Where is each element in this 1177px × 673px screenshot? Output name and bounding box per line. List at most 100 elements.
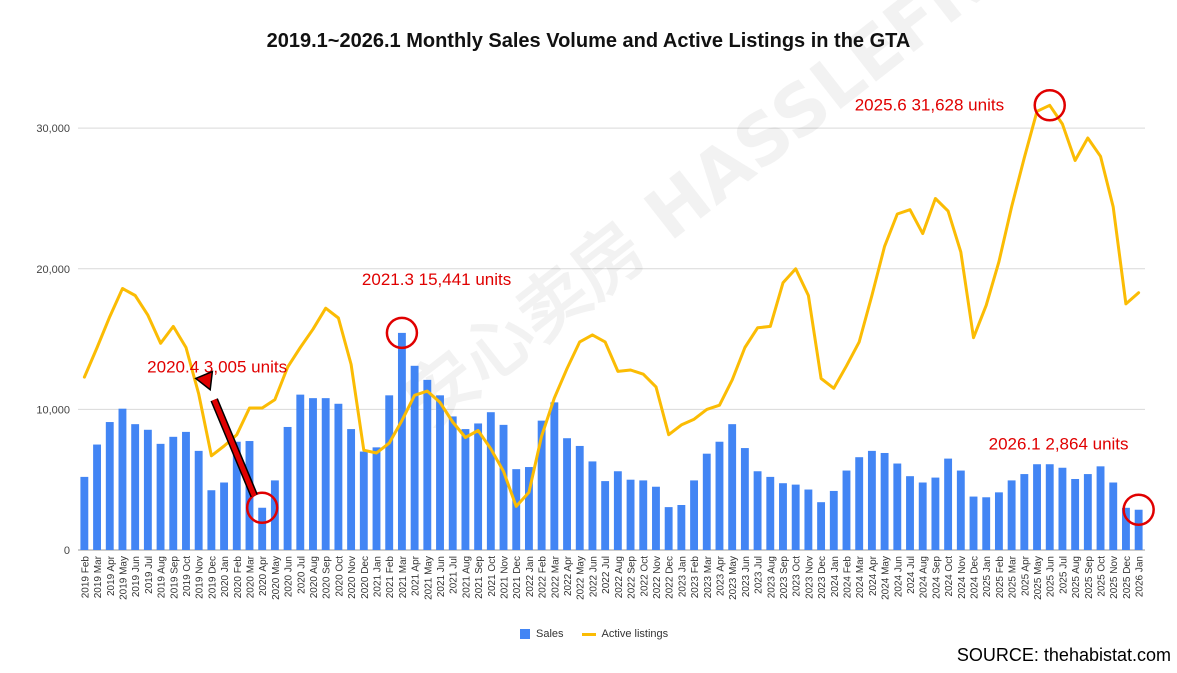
bar-sales xyxy=(220,482,229,550)
x-tick-label: 2020 Nov xyxy=(347,556,358,599)
x-tick-label: 2025 Aug xyxy=(1071,556,1082,598)
legend-item-sales: Sales xyxy=(520,628,564,640)
x-tick-label: 2025 Dec xyxy=(1122,556,1133,599)
legend-swatch-sales xyxy=(520,629,530,639)
x-tick-label: 2024 Sep xyxy=(931,556,942,599)
x-tick-label: 2025 Jan xyxy=(982,556,993,597)
bar-sales xyxy=(575,445,584,550)
bar-sales xyxy=(296,394,305,550)
bar-sales xyxy=(664,507,673,550)
x-tick-label: 2021 Jan xyxy=(373,556,384,597)
bar-sales xyxy=(1109,482,1118,550)
bar-sales xyxy=(321,398,330,550)
x-tick-label: 2022 Mar xyxy=(550,555,561,598)
x-tick-label: 2021 Apr xyxy=(411,555,422,596)
x-tick-label: 2021 Oct xyxy=(487,556,498,597)
bar-sales xyxy=(169,436,178,550)
annotation-arrow-head xyxy=(194,370,214,392)
annotation-label: 2025.6 31,628 units xyxy=(855,95,1004,114)
x-tick-label: 2024 Mar xyxy=(855,555,866,598)
bar-sales xyxy=(232,441,241,550)
x-tick-label: 2023 Aug xyxy=(766,556,777,598)
x-tick-label: 2022 Apr xyxy=(563,555,574,596)
x-tick-label: 2024 Jul xyxy=(906,556,917,594)
bar-sales xyxy=(766,476,775,550)
chart-legend: Sales Active listings xyxy=(520,628,668,640)
x-tick-label: 2024 Jun xyxy=(893,556,904,597)
bar-sales xyxy=(550,402,559,550)
x-tick-label: 2019 Sep xyxy=(169,556,180,599)
x-tick-label: 2023 Apr xyxy=(715,555,726,596)
x-tick-label: 2020 Apr xyxy=(258,555,269,596)
annotation-circle xyxy=(1122,493,1155,526)
x-tick-label: 2021 Feb xyxy=(385,556,396,599)
bar-sales xyxy=(563,438,571,550)
x-tick-label: 2025 May xyxy=(1033,556,1044,600)
bar-sales xyxy=(677,505,686,550)
watermark: 安心卖房 HASSLEFREE HOMESOLD xyxy=(390,0,1177,443)
bar-sales xyxy=(804,489,813,550)
bar-sales xyxy=(1045,464,1054,550)
bar-sales xyxy=(372,447,381,550)
x-tick-label: 2025 Sep xyxy=(1084,556,1095,599)
bar-sales xyxy=(715,441,724,550)
bar-sales xyxy=(524,467,533,550)
bar-sales xyxy=(753,471,762,550)
bar-sales xyxy=(436,395,444,550)
x-tick-label: 2024 Nov xyxy=(957,556,968,599)
legend-item-active-listings: Active listings xyxy=(581,628,669,640)
x-tick-label: 2025 Feb xyxy=(995,556,1006,599)
x-tick-label: 2022 Dec xyxy=(665,556,676,599)
bar-sales xyxy=(639,480,648,550)
bar-sales xyxy=(906,476,914,550)
bar-sales xyxy=(512,469,521,550)
bar-sales xyxy=(880,452,889,550)
x-tick-label: 2023 Jan xyxy=(677,556,688,597)
x-tick-label: 2021 May xyxy=(423,556,434,600)
x-tick-label: 2021 Nov xyxy=(500,556,511,599)
x-tick-label: 2021 Jun xyxy=(436,556,447,597)
y-tick-label: 0 xyxy=(64,545,70,557)
x-tick-label: 2022 Nov xyxy=(652,556,663,599)
bar-sales xyxy=(994,492,1003,550)
x-tick-label: 2020 Aug xyxy=(309,556,320,598)
line-active-listings xyxy=(82,103,1141,508)
bar-sales xyxy=(80,476,89,550)
legend-label-active-listings: Active listings xyxy=(601,628,669,640)
x-tick-label: 2020 Jun xyxy=(284,556,295,597)
x-tick-label: 2023 Nov xyxy=(804,556,815,599)
x-tick-label: 2019 Oct xyxy=(182,556,193,597)
bar-sales xyxy=(423,379,432,550)
bar-sales xyxy=(461,429,470,550)
bar-sales xyxy=(156,443,165,550)
bar-sales xyxy=(931,477,940,550)
bar-sales xyxy=(893,463,902,550)
x-tick-label: 2022 Jun xyxy=(588,556,599,597)
bar-sales xyxy=(131,424,140,550)
x-tick-label: 2020 Oct xyxy=(334,556,345,597)
bar-sales xyxy=(182,431,190,550)
x-tick-label: 2021 Jul xyxy=(449,556,460,594)
x-tick-label: 2025 Jun xyxy=(1046,556,1057,597)
x-tick-label: 2024 Dec xyxy=(970,556,981,599)
bar-sales xyxy=(486,412,495,550)
bar-sales xyxy=(702,453,711,550)
bar-sales xyxy=(652,486,660,550)
bar-sales xyxy=(829,490,838,550)
bar-sales xyxy=(1083,474,1092,550)
bar-sales xyxy=(728,424,737,550)
x-tick-label: 2023 Mar xyxy=(703,555,714,598)
bar-sales xyxy=(1096,466,1105,550)
bar-sales xyxy=(334,403,343,550)
x-tick-label: 2023 May xyxy=(728,556,739,600)
bar-sales xyxy=(1058,467,1067,550)
y-tick-label: 10,000 xyxy=(36,404,70,416)
bar-sales xyxy=(448,416,457,550)
x-tick-label: 2025 Nov xyxy=(1109,556,1120,599)
bar-sales xyxy=(690,480,699,550)
bar-sales xyxy=(918,482,927,550)
x-tick-label: 2019 Apr xyxy=(106,555,117,596)
x-tick-label: 2022 Feb xyxy=(538,556,549,599)
x-tick-label: 2023 Feb xyxy=(690,556,701,599)
